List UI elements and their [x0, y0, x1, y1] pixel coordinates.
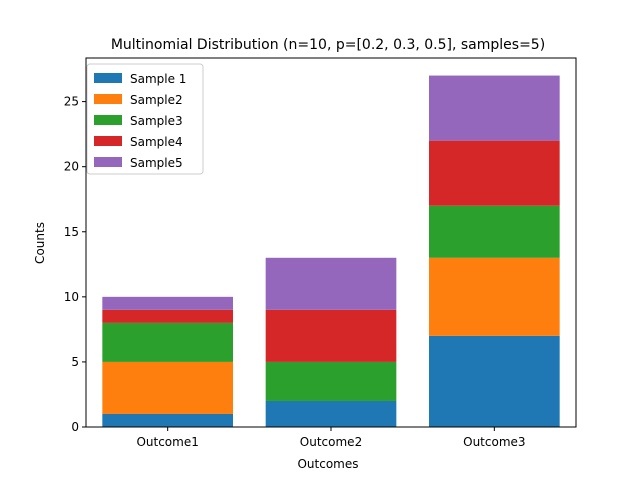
legend-label: Sample 1: [130, 72, 186, 86]
legend: Sample 1 Sample2 Sample3 Sample4 Sample5: [86, 63, 204, 175]
bar-series-2-outcome3: [429, 257, 560, 336]
bar-series-3-outcome2: [265, 361, 397, 401]
bar-series-5-outcome1: [102, 296, 233, 310]
plot-frame: [85, 57, 577, 428]
legend-label: Sample3: [130, 114, 183, 128]
legend-box: [86, 63, 204, 175]
bar-series-2-outcome1: [102, 361, 233, 414]
x-tick-label: Outcome3: [463, 435, 525, 449]
y-axis: 0 5 10 15 20 25: [64, 95, 86, 434]
legend-swatch: [94, 136, 122, 146]
bar-series-4-outcome2: [265, 309, 397, 362]
x-tick-label: Outcome1: [136, 435, 198, 449]
y-tick-label: 15: [64, 225, 79, 239]
bar-series-5-outcome3: [429, 75, 560, 141]
y-tick-label: 5: [71, 355, 79, 369]
y-tick-label: 25: [64, 95, 79, 109]
legend-swatch: [94, 94, 122, 104]
y-axis-label: Counts: [33, 222, 47, 264]
legend-label: Sample5: [130, 156, 183, 170]
y-tick-label: 10: [64, 290, 79, 304]
x-axis-label: Outcomes: [297, 457, 358, 471]
x-tick-label: Outcome2: [300, 435, 362, 449]
x-axis: Outcome1 Outcome2 Outcome3: [136, 427, 526, 449]
bar-series-1-outcome3: [429, 335, 560, 427]
bars-layer: [102, 75, 560, 427]
legend-swatch: [94, 157, 122, 167]
bar-series-1-outcome1: [102, 413, 233, 427]
chart-title: Multinomial Distribution (n=10, p=[0.2, …: [111, 37, 545, 53]
bar-series-4-outcome1: [102, 309, 233, 323]
legend-swatch: [94, 115, 122, 125]
legend-swatch: [94, 73, 122, 83]
bar-series-5-outcome2: [265, 257, 397, 310]
bar-series-1-outcome2: [265, 400, 397, 427]
bar-series-4-outcome3: [429, 140, 560, 206]
bar-series-3-outcome3: [429, 205, 560, 258]
legend-label: Sample4: [130, 135, 183, 149]
y-tick-label: 0: [71, 420, 79, 434]
y-tick-label: 20: [64, 160, 79, 174]
bar-series-3-outcome1: [102, 322, 233, 362]
legend-label: Sample2: [130, 93, 183, 107]
